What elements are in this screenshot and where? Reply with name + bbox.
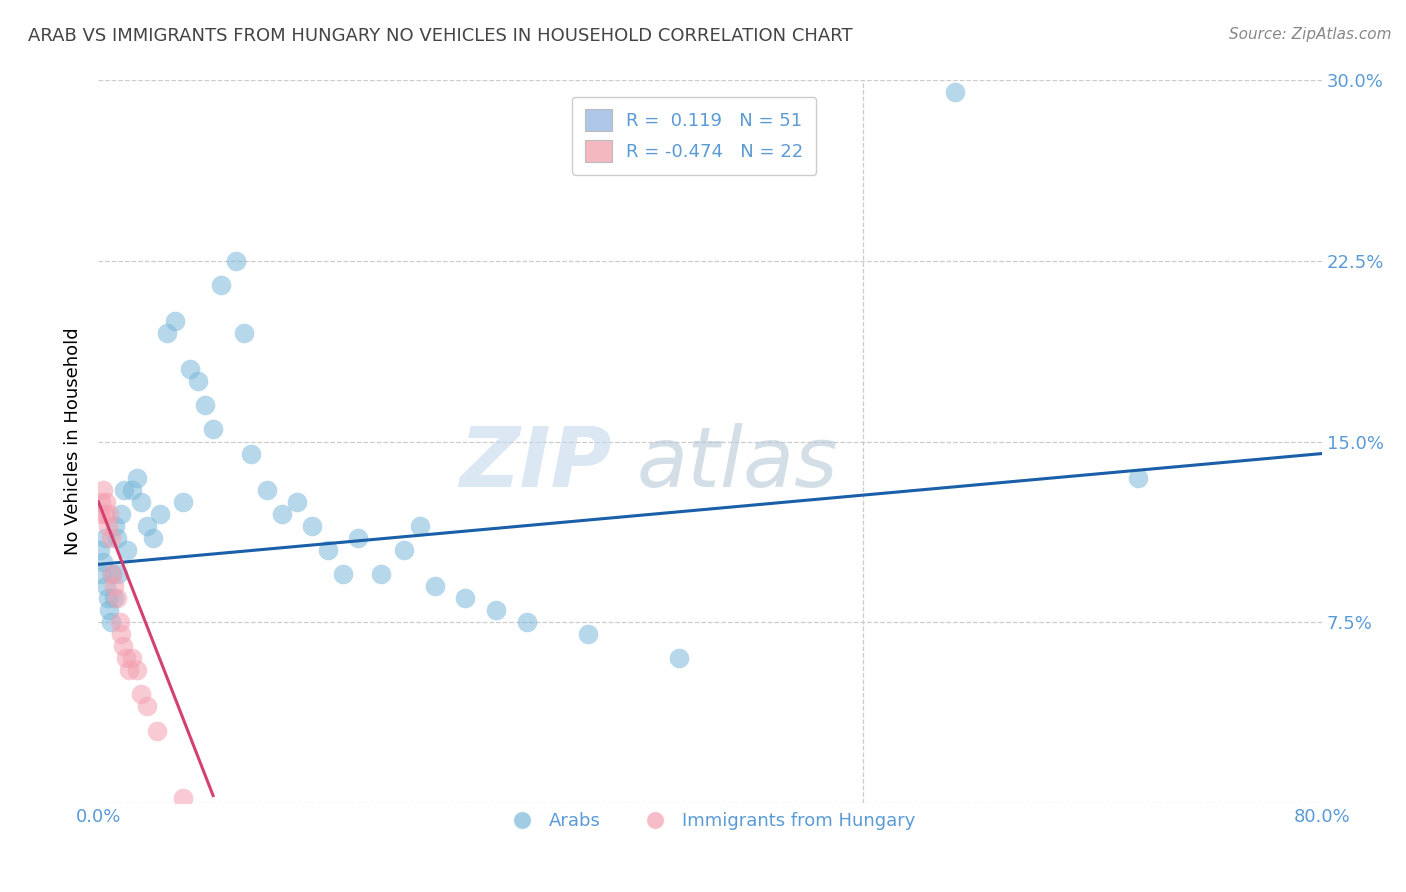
Point (100, 615, 122, 630)
Point (145, 723, 167, 738)
Point (301, 518, 323, 533)
Point (209, 277, 232, 292)
Point (104, 518, 127, 533)
Point (91, 483, 114, 497)
Point (194, 398, 217, 412)
Point (103, 579, 125, 593)
Point (256, 483, 278, 497)
Y-axis label: No Vehicles in Household: No Vehicles in Household (63, 327, 82, 556)
Point (97, 591, 120, 605)
Point (115, 651, 138, 665)
Point (110, 627, 132, 641)
Point (100, 531, 122, 545)
Point (142, 531, 165, 545)
Point (156, 326, 179, 340)
Point (668, 651, 690, 665)
Point (90, 494, 112, 508)
Point (423, 579, 446, 593)
Point (149, 507, 172, 521)
Point (89, 542, 111, 557)
Point (172, 791, 194, 805)
Point (1128, 470, 1150, 484)
Legend: Arabs, Immigrants from Hungary: Arabs, Immigrants from Hungary (496, 805, 924, 837)
Text: Source: ZipAtlas.com: Source: ZipAtlas.com (1229, 27, 1392, 42)
Point (125, 470, 148, 484)
Point (129, 494, 152, 508)
Point (117, 542, 139, 557)
Point (370, 567, 392, 582)
Point (485, 603, 508, 617)
Point (105, 591, 128, 605)
Point (98, 603, 121, 617)
Point (94, 494, 117, 508)
Point (125, 664, 148, 678)
Point (392, 542, 416, 557)
Point (98, 507, 121, 521)
Point (91, 555, 114, 569)
Point (112, 483, 135, 497)
Point (179, 362, 201, 376)
Point (172, 494, 194, 508)
Point (97, 518, 120, 533)
Point (105, 531, 128, 545)
Text: ARAB VS IMMIGRANTS FROM HUNGARY NO VEHICLES IN HOUSEHOLD CORRELATION CHART: ARAB VS IMMIGRANTS FROM HUNGARY NO VEHIC… (28, 27, 853, 45)
Point (94, 579, 117, 593)
Point (187, 374, 209, 388)
Point (285, 494, 308, 508)
Point (101, 567, 124, 582)
Point (454, 591, 477, 605)
Point (163, 314, 186, 328)
Point (408, 518, 430, 533)
Point (136, 518, 159, 533)
Point (316, 542, 339, 557)
Point (270, 507, 292, 521)
Point (121, 483, 143, 497)
Point (103, 591, 125, 605)
Point (110, 507, 132, 521)
Point (90, 567, 112, 582)
Point (202, 422, 225, 436)
Point (129, 687, 152, 701)
Point (576, 627, 599, 641)
Point (101, 567, 124, 582)
Point (93, 507, 115, 521)
Point (93, 531, 115, 545)
Point (225, 253, 247, 268)
Point (240, 446, 263, 460)
Point (108, 615, 131, 630)
Point (111, 639, 134, 653)
Point (347, 531, 370, 545)
Point (107, 567, 129, 582)
Point (136, 699, 159, 714)
Point (118, 664, 141, 678)
Text: atlas: atlas (637, 423, 838, 504)
Point (121, 651, 143, 665)
Point (89, 507, 111, 521)
Point (943, 85, 966, 99)
Point (516, 615, 538, 630)
Point (332, 567, 354, 582)
Text: ZIP: ZIP (460, 423, 612, 504)
Point (232, 326, 254, 340)
